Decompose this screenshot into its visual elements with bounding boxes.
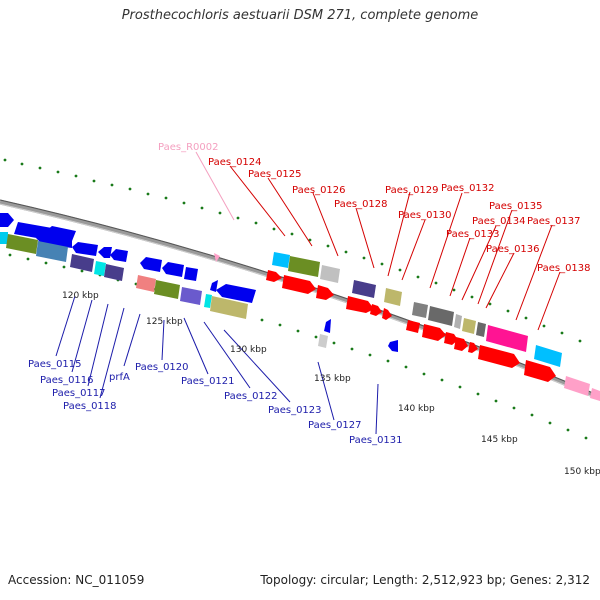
gene-red-i[interactable]	[454, 337, 468, 351]
gene-box-salmon-1[interactable]	[136, 275, 156, 292]
gene-box-grey-1[interactable]	[318, 334, 328, 348]
gene-track-reverse	[0, 213, 398, 352]
label-top-8: Paes_0134	[472, 216, 526, 227]
label-paes-r0002: Paes_R0002	[158, 142, 218, 153]
label-top-4: Paes_0129	[385, 185, 439, 196]
gene-paes-0134[interactable]	[462, 318, 476, 334]
label-top-5: Paes_0130	[398, 210, 452, 221]
gene-small-blue-a[interactable]	[324, 319, 331, 333]
gene-paes-0136[interactable]	[486, 325, 528, 352]
gene-paes-r0002[interactable]	[214, 253, 220, 262]
gene-paes-0126[interactable]	[320, 265, 340, 283]
gene-paes-0137[interactable]	[478, 345, 520, 368]
label-bottom-3: Paes_0118	[63, 401, 117, 412]
gene-box-cyan-3[interactable]	[204, 294, 212, 308]
tick-label-1: 125 kbp	[146, 317, 183, 327]
label-top-1: Paes_0125	[248, 169, 302, 180]
gene-red-k[interactable]	[524, 360, 556, 382]
accession-text: Accession: NC_011059	[8, 573, 145, 587]
label-top-10: Paes_0136	[486, 244, 540, 255]
label-bottom-2: Paes_0117	[52, 388, 106, 399]
labels-top: Paes_R0002 Paes_0124 Paes_0125 Paes_0126…	[158, 142, 591, 274]
tick-label-3: 135 kbp	[314, 374, 351, 384]
gene-box-slate-2[interactable]	[104, 264, 124, 281]
label-bottom-10: Paes_0131	[349, 435, 403, 446]
label-bottom-7: Paes_0122	[224, 391, 278, 402]
gene-red-d[interactable]	[370, 304, 382, 316]
gene-box-olive-1[interactable]	[6, 234, 38, 254]
gene-paes-0127b[interactable]	[216, 284, 256, 303]
gene-box-slate-1[interactable]	[70, 254, 94, 272]
gene-rna-pink-3[interactable]	[590, 388, 600, 401]
label-bottom-1: Paes_0116	[40, 375, 94, 386]
gene-track-cog	[0, 232, 402, 348]
gene-box-khaki-2[interactable]	[384, 288, 402, 306]
callout-lines-bottom	[55, 295, 379, 435]
tick-label-0: 120 kbp	[62, 291, 99, 301]
gene-box-cyan-2[interactable]	[94, 261, 106, 276]
gene-paes-0125[interactable]	[288, 256, 320, 277]
gene-red-a[interactable]	[266, 270, 282, 282]
gene-paes-0124[interactable]	[272, 252, 290, 268]
gene-paes-0122[interactable]	[162, 262, 184, 277]
labels-bottom: Paes_0115 Paes_0116 Paes_0117 Paes_0118 …	[28, 359, 403, 446]
label-top-12: Paes_0138	[537, 263, 591, 274]
gene-box-cyan-1[interactable]	[0, 232, 8, 244]
gene-box-slate-3[interactable]	[180, 287, 202, 305]
label-top-3: Paes_0128	[334, 199, 388, 210]
gene-paes-0133[interactable]	[428, 306, 454, 326]
gene-red-f[interactable]	[406, 320, 420, 333]
callout-lines-top	[229, 165, 561, 331]
gene-box-olive-2[interactable]	[154, 280, 180, 299]
gene-red-e[interactable]	[382, 308, 392, 320]
gene-paes-0132[interactable]	[412, 302, 428, 318]
label-top-0: Paes_0124	[208, 157, 262, 168]
label-top-6: Paes_0132	[441, 183, 495, 194]
gene-red-b[interactable]	[282, 275, 316, 294]
gene-rna-pink-2[interactable]	[564, 376, 590, 396]
map-title: Prosthecochloris aestuarii DSM 271, comp…	[121, 8, 479, 23]
gene-paes-0127[interactable]	[210, 280, 218, 292]
gene-red-j[interactable]	[468, 342, 478, 353]
label-bottom-9: Paes_0127	[308, 420, 362, 431]
gene-paes-0128[interactable]	[346, 296, 374, 313]
label-bottom-0: Paes_0115	[28, 359, 82, 370]
label-top-9: Paes_0135	[489, 201, 543, 212]
gene-paes-0131[interactable]	[388, 340, 398, 352]
gene-grey-small[interactable]	[454, 314, 462, 329]
gene-red-h[interactable]	[444, 332, 458, 345]
label-top-11: Paes_0137	[527, 216, 581, 227]
gene-red-c[interactable]	[316, 285, 334, 300]
label-bottom-4: prfA	[109, 372, 130, 383]
gene-paes-0121[interactable]	[140, 257, 162, 272]
tick-label-6: 150 kbp	[564, 467, 600, 477]
tick-label-2: 130 kbp	[230, 345, 267, 355]
label-top-7: Paes_0133	[446, 229, 500, 240]
tick-label-5: 145 kbp	[481, 435, 518, 445]
gene-paes-0135[interactable]	[476, 322, 486, 337]
gene-prfa[interactable]	[98, 247, 112, 258]
gene-paes-0138[interactable]	[534, 345, 562, 367]
gene-paes-0123[interactable]	[184, 267, 198, 281]
label-top-2: Paes_0126	[292, 185, 346, 196]
gene-paes-0114[interactable]	[0, 213, 14, 227]
gene-paes-0118[interactable]	[72, 242, 98, 256]
gene-box-khaki-1[interactable]	[210, 296, 248, 319]
ruler-labels: 120 kbp 125 kbp 130 kbp 135 kbp 140 kbp …	[62, 291, 600, 477]
gene-paes-0120[interactable]	[110, 249, 128, 262]
gene-track-forward	[214, 252, 600, 401]
gene-box-slate-4[interactable]	[352, 280, 376, 298]
label-bottom-6: Paes_0121	[181, 376, 235, 387]
outer-tick-ring	[3, 158, 582, 343]
topology-text: Topology: circular; Length: 2,512,923 bp…	[260, 573, 590, 587]
label-bottom-8: Paes_0123	[268, 405, 322, 416]
label-bottom-5: Paes_0120	[135, 362, 189, 373]
callout-line-rna	[195, 151, 235, 221]
tick-label-4: 140 kbp	[398, 404, 435, 414]
gene-red-g[interactable]	[422, 324, 446, 341]
gene-box-steelblue-1[interactable]	[36, 241, 68, 262]
